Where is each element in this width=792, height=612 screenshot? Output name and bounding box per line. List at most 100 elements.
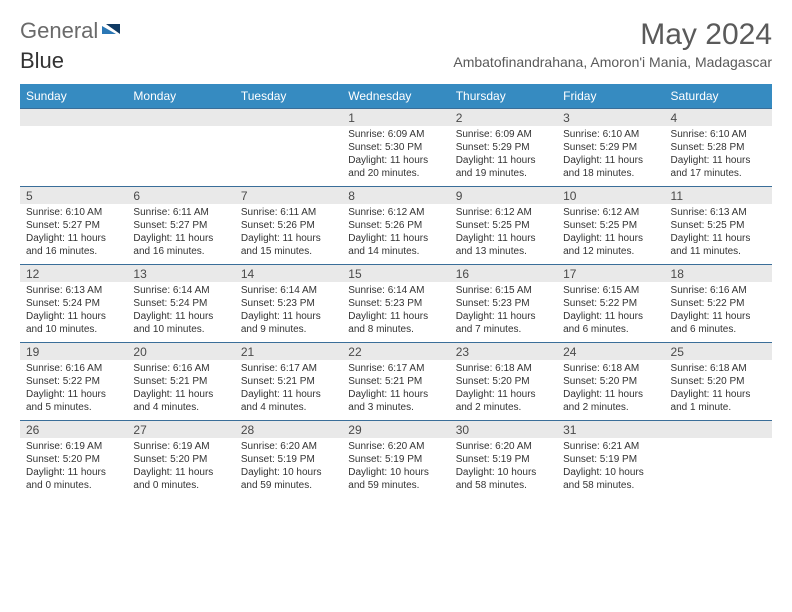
daylight-line: Daylight: 11 hours (671, 310, 766, 323)
calendar-cell: 13Sunrise: 6:14 AMSunset: 5:24 PMDayligh… (127, 265, 234, 343)
daylight-line: Daylight: 11 hours (456, 310, 551, 323)
daylight-line: and 0 minutes. (26, 479, 121, 492)
day-details (127, 126, 234, 186)
day-details (20, 126, 127, 186)
day-details: Sunrise: 6:11 AMSunset: 5:26 PMDaylight:… (235, 204, 342, 264)
sunset-line: Sunset: 5:26 PM (241, 219, 336, 232)
calendar-week: 5Sunrise: 6:10 AMSunset: 5:27 PMDaylight… (20, 187, 772, 265)
sunrise-line: Sunrise: 6:20 AM (456, 440, 551, 453)
sunset-line: Sunset: 5:29 PM (563, 141, 658, 154)
day-details: Sunrise: 6:16 AMSunset: 5:22 PMDaylight:… (20, 360, 127, 420)
sunrise-line: Sunrise: 6:19 AM (133, 440, 228, 453)
day-details: Sunrise: 6:16 AMSunset: 5:22 PMDaylight:… (665, 282, 772, 342)
sunset-line: Sunset: 5:22 PM (671, 297, 766, 310)
day-number: 4 (665, 109, 772, 126)
daylight-line: Daylight: 10 hours (348, 466, 443, 479)
day-number: 23 (450, 343, 557, 360)
daylight-line: and 4 minutes. (133, 401, 228, 414)
daylight-line: and 17 minutes. (671, 167, 766, 180)
calendar-week: 1Sunrise: 6:09 AMSunset: 5:30 PMDaylight… (20, 109, 772, 187)
calendar-cell: 6Sunrise: 6:11 AMSunset: 5:27 PMDaylight… (127, 187, 234, 265)
day-details (665, 438, 772, 498)
sunset-line: Sunset: 5:26 PM (348, 219, 443, 232)
calendar-cell: 20Sunrise: 6:16 AMSunset: 5:21 PMDayligh… (127, 343, 234, 421)
day-number: 13 (127, 265, 234, 282)
col-saturday: Saturday (665, 84, 772, 109)
day-details: Sunrise: 6:14 AMSunset: 5:23 PMDaylight:… (235, 282, 342, 342)
sunset-line: Sunset: 5:23 PM (456, 297, 551, 310)
daylight-line: and 14 minutes. (348, 245, 443, 258)
day-number: 1 (342, 109, 449, 126)
calendar-cell: 16Sunrise: 6:15 AMSunset: 5:23 PMDayligh… (450, 265, 557, 343)
sunset-line: Sunset: 5:19 PM (241, 453, 336, 466)
daylight-line: and 4 minutes. (241, 401, 336, 414)
calendar-body: 1Sunrise: 6:09 AMSunset: 5:30 PMDaylight… (20, 109, 772, 499)
day-details: Sunrise: 6:10 AMSunset: 5:29 PMDaylight:… (557, 126, 664, 186)
day-number (665, 421, 772, 438)
sunrise-line: Sunrise: 6:17 AM (348, 362, 443, 375)
daylight-line: and 10 minutes. (26, 323, 121, 336)
sunrise-line: Sunrise: 6:14 AM (241, 284, 336, 297)
day-number: 20 (127, 343, 234, 360)
sunset-line: Sunset: 5:24 PM (133, 297, 228, 310)
calendar-cell: 30Sunrise: 6:20 AMSunset: 5:19 PMDayligh… (450, 421, 557, 499)
col-friday: Friday (557, 84, 664, 109)
sunset-line: Sunset: 5:20 PM (133, 453, 228, 466)
daylight-line: Daylight: 11 hours (133, 310, 228, 323)
day-number: 21 (235, 343, 342, 360)
col-monday: Monday (127, 84, 234, 109)
brand-logo: General (20, 18, 122, 44)
day-number: 14 (235, 265, 342, 282)
sunrise-line: Sunrise: 6:10 AM (26, 206, 121, 219)
sunrise-line: Sunrise: 6:10 AM (671, 128, 766, 141)
day-number (235, 109, 342, 126)
calendar-cell: 29Sunrise: 6:20 AMSunset: 5:19 PMDayligh… (342, 421, 449, 499)
daylight-line: Daylight: 11 hours (133, 466, 228, 479)
daylight-line: Daylight: 10 hours (563, 466, 658, 479)
calendar-week: 19Sunrise: 6:16 AMSunset: 5:22 PMDayligh… (20, 343, 772, 421)
calendar-cell: 26Sunrise: 6:19 AMSunset: 5:20 PMDayligh… (20, 421, 127, 499)
daylight-line: Daylight: 11 hours (26, 310, 121, 323)
calendar-cell: 7Sunrise: 6:11 AMSunset: 5:26 PMDaylight… (235, 187, 342, 265)
day-number: 26 (20, 421, 127, 438)
day-number: 7 (235, 187, 342, 204)
daylight-line: Daylight: 10 hours (241, 466, 336, 479)
day-number: 28 (235, 421, 342, 438)
day-details: Sunrise: 6:21 AMSunset: 5:19 PMDaylight:… (557, 438, 664, 498)
day-details: Sunrise: 6:19 AMSunset: 5:20 PMDaylight:… (20, 438, 127, 498)
daylight-line: and 2 minutes. (563, 401, 658, 414)
daylight-line: Daylight: 11 hours (26, 466, 121, 479)
day-number: 9 (450, 187, 557, 204)
day-details: Sunrise: 6:10 AMSunset: 5:27 PMDaylight:… (20, 204, 127, 264)
daylight-line: Daylight: 11 hours (348, 232, 443, 245)
daylight-line: and 16 minutes. (26, 245, 121, 258)
daylight-line: and 12 minutes. (563, 245, 658, 258)
sunset-line: Sunset: 5:23 PM (241, 297, 336, 310)
daylight-line: and 59 minutes. (241, 479, 336, 492)
daylight-line: Daylight: 11 hours (671, 154, 766, 167)
sunset-line: Sunset: 5:27 PM (26, 219, 121, 232)
day-number: 30 (450, 421, 557, 438)
sunrise-line: Sunrise: 6:16 AM (671, 284, 766, 297)
brand-part2: Blue (20, 48, 64, 73)
daylight-line: Daylight: 11 hours (563, 388, 658, 401)
daylight-line: and 19 minutes. (456, 167, 551, 180)
daylight-line: Daylight: 11 hours (671, 388, 766, 401)
day-details: Sunrise: 6:12 AMSunset: 5:26 PMDaylight:… (342, 204, 449, 264)
daylight-line: Daylight: 11 hours (133, 388, 228, 401)
day-details: Sunrise: 6:12 AMSunset: 5:25 PMDaylight:… (557, 204, 664, 264)
day-details: Sunrise: 6:15 AMSunset: 5:22 PMDaylight:… (557, 282, 664, 342)
day-details: Sunrise: 6:18 AMSunset: 5:20 PMDaylight:… (450, 360, 557, 420)
sunrise-line: Sunrise: 6:09 AM (456, 128, 551, 141)
daylight-line: and 2 minutes. (456, 401, 551, 414)
sunset-line: Sunset: 5:22 PM (563, 297, 658, 310)
sunrise-line: Sunrise: 6:16 AM (26, 362, 121, 375)
calendar-cell: 9Sunrise: 6:12 AMSunset: 5:25 PMDaylight… (450, 187, 557, 265)
daylight-line: Daylight: 11 hours (563, 154, 658, 167)
day-details: Sunrise: 6:15 AMSunset: 5:23 PMDaylight:… (450, 282, 557, 342)
day-number: 25 (665, 343, 772, 360)
calendar-cell: 28Sunrise: 6:20 AMSunset: 5:19 PMDayligh… (235, 421, 342, 499)
day-details (235, 126, 342, 186)
daylight-line: Daylight: 11 hours (563, 310, 658, 323)
calendar-cell (20, 109, 127, 187)
